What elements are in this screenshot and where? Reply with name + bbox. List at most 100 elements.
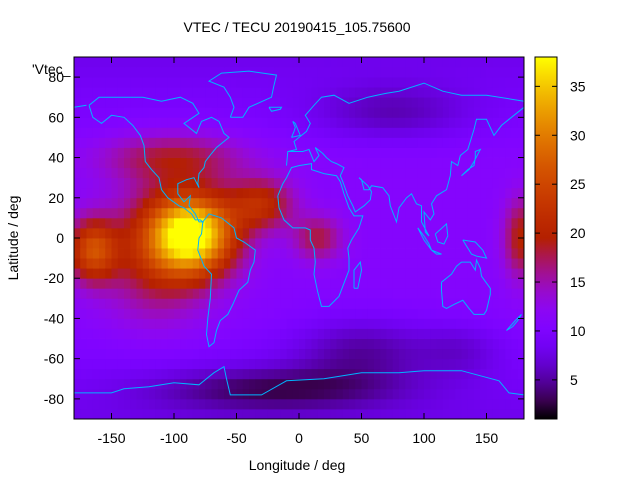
heat-cell: [155, 358, 162, 370]
heat-cell: [242, 338, 250, 350]
heat-cell: [111, 248, 119, 259]
heat-cell: [436, 97, 444, 108]
heat-cell: [399, 187, 406, 199]
heat-cell: [217, 238, 225, 249]
heat-cell: [111, 268, 119, 279]
heat-cell: [392, 107, 400, 118]
heat-cell: [380, 358, 387, 370]
heat-cell: [124, 288, 131, 299]
heat-cell: [92, 167, 100, 179]
heat-cell: [180, 278, 187, 289]
heat-cell: [255, 97, 262, 108]
heat-cell: [86, 238, 94, 249]
heat-cell: [167, 67, 175, 78]
heat-cell: [205, 217, 212, 229]
heat-cell: [180, 77, 187, 88]
heat-cell: [155, 87, 162, 98]
heat-cell: [286, 358, 294, 370]
heat-cell: [236, 137, 244, 148]
heat-cell: [474, 328, 481, 339]
heat-cell: [305, 147, 312, 158]
heat-cell: [117, 87, 125, 98]
heat-cell: [180, 358, 187, 370]
heat-cell: [336, 207, 344, 219]
heat-cell: [374, 67, 381, 78]
heat-cell: [286, 258, 294, 269]
heat-cell: [386, 117, 394, 128]
heat-cell: [324, 87, 331, 98]
x-tick-label: -50: [226, 430, 246, 446]
heat-cell: [167, 328, 175, 339]
heat-cell: [486, 137, 494, 148]
heat-cell: [217, 258, 225, 269]
heat-cell: [417, 57, 425, 68]
heat-cell: [217, 278, 225, 289]
heat-cell: [336, 197, 344, 209]
heat-cell: [211, 67, 219, 78]
heat-cell: [211, 358, 219, 370]
heat-cell: [399, 217, 406, 229]
heat-cell: [124, 67, 131, 78]
heat-cell: [292, 217, 300, 229]
heat-cell: [199, 248, 206, 259]
heat-cell: [324, 187, 331, 199]
heat-cell: [436, 288, 444, 299]
heat-cell: [180, 127, 187, 138]
heat-cell: [424, 278, 431, 289]
heat-cell: [492, 248, 500, 259]
heat-cell: [92, 368, 100, 380]
heat-cell: [455, 388, 462, 400]
heat-cell: [186, 368, 194, 380]
heat-cell: [255, 147, 262, 158]
heat-cell: [467, 398, 475, 410]
heat-cell: [286, 187, 294, 199]
heat-cell: [261, 227, 269, 239]
heat-cell: [374, 378, 381, 390]
heat-cell: [499, 288, 506, 299]
heat-cell: [192, 318, 200, 329]
heat-cell: [405, 67, 412, 78]
heat-cell: [430, 348, 437, 360]
heat-cell: [449, 197, 456, 209]
heat-cell: [436, 137, 444, 148]
heat-cell: [180, 87, 187, 98]
heat-cell: [461, 227, 469, 239]
heat-cell: [299, 248, 306, 259]
heat-cell: [130, 197, 137, 209]
heat-cell: [492, 217, 500, 229]
heat-cell: [149, 197, 156, 209]
heat-cell: [111, 358, 119, 370]
heat-cell: [249, 117, 256, 128]
heat-cell: [217, 318, 225, 329]
heat-cell: [161, 177, 169, 189]
heat-cell: [355, 338, 362, 350]
heat-cell: [505, 338, 512, 350]
heat-cell: [355, 217, 362, 229]
heat-cell: [242, 268, 250, 279]
heat-cell: [111, 308, 119, 319]
heat-cell: [299, 358, 306, 370]
heat-cell: [274, 268, 281, 279]
heat-cell: [111, 408, 119, 420]
heat-cell: [517, 147, 525, 158]
heat-cell: [380, 207, 387, 219]
heat-cell: [192, 238, 200, 249]
heat-cell: [386, 67, 394, 78]
heat-cell: [111, 258, 119, 269]
heat-cell: [130, 227, 137, 239]
heat-cell: [367, 258, 375, 269]
heat-cell: [80, 187, 87, 199]
heat-cell: [449, 278, 456, 289]
heat-cell: [417, 77, 425, 88]
heat-cell: [130, 278, 137, 289]
heat-cell: [155, 258, 162, 269]
heat-cell: [380, 97, 387, 108]
heat-cell: [192, 217, 200, 229]
heat-cell: [74, 147, 81, 158]
heat-cell: [311, 67, 319, 78]
heat-cell: [455, 328, 462, 339]
heat-cell: [242, 127, 250, 138]
heat-cell: [336, 238, 344, 249]
heat-cell: [417, 398, 425, 410]
heat-cell: [374, 328, 381, 339]
